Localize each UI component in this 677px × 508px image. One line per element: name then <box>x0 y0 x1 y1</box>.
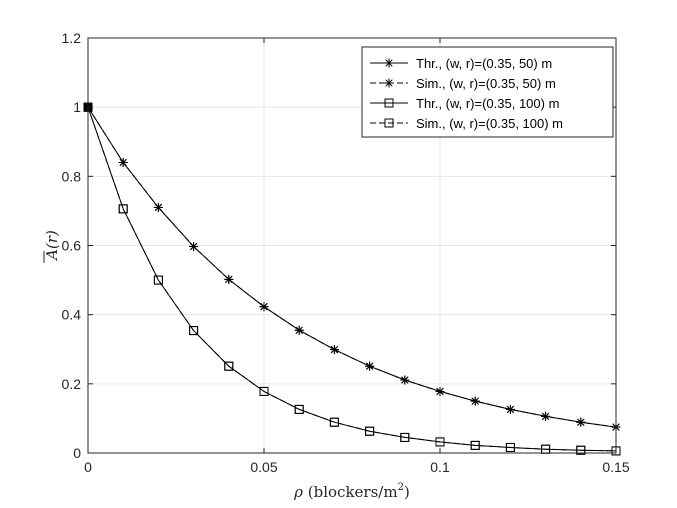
y-tick-label: 1 <box>73 99 81 115</box>
legend-label: Thr., (w, r)=(0.35, 100) m <box>416 96 559 111</box>
data-point <box>365 426 375 436</box>
data-point <box>365 362 374 370</box>
series-lines <box>87 106 617 452</box>
x-tick-label: 0 <box>84 459 92 475</box>
data-point <box>154 203 163 212</box>
y-tick-label: 0.6 <box>62 238 82 254</box>
data-point <box>224 361 234 371</box>
legend-label: Sim., (w, r)=(0.35, 100) m <box>416 116 563 131</box>
data-point <box>400 432 410 442</box>
x-tick-label: 0.1 <box>430 459 450 475</box>
series-line-2 <box>87 106 617 428</box>
y-tick-label: 0.2 <box>62 376 82 392</box>
y-tick-label: 0.4 <box>62 307 82 323</box>
y-axis-label: A(r) <box>43 230 61 263</box>
x-ticks: 0 0.05 0.1 0.15 <box>84 38 630 475</box>
data-point <box>577 418 585 426</box>
x-tick-label: 0.05 <box>250 459 277 475</box>
legend-box <box>361 46 614 138</box>
y-tick-label: 1.2 <box>62 30 82 46</box>
legend-marker <box>384 118 394 128</box>
data-point <box>189 242 198 251</box>
series-line-4 <box>87 107 617 452</box>
data-point <box>401 376 409 384</box>
svg-text:A(r): A(r) <box>43 230 61 262</box>
data-point <box>330 345 339 354</box>
legend: Thr., (w, r)=(0.35, 50) m Sim., (w, r)=(0… <box>361 46 614 138</box>
y-ticks: 0 0.2 0.4 0.6 0.8 1 1.2 <box>62 30 616 461</box>
data-point <box>189 326 199 336</box>
data-point <box>436 387 444 396</box>
data-point <box>506 405 515 414</box>
data-point <box>471 397 479 405</box>
data-point <box>259 386 269 396</box>
data-point <box>294 404 304 414</box>
legend-label: Thr., (w, r)=(0.35, 50) m <box>416 56 552 71</box>
x-axis-label: ρ (blockers/m2) <box>293 482 410 501</box>
legend-marker <box>385 79 393 87</box>
data-point <box>541 412 550 420</box>
x-tick-label: 0.15 <box>602 459 629 475</box>
legend-marker <box>384 98 394 108</box>
data-point <box>153 275 163 285</box>
data-point <box>505 442 515 452</box>
data-point <box>576 445 586 455</box>
data-point <box>435 437 445 447</box>
data-point <box>119 158 127 167</box>
legend-marker <box>385 59 393 67</box>
data-point <box>329 417 339 427</box>
legend-label: Sim., (w, r)=(0.35, 50) m <box>416 76 556 91</box>
y-tick-label: 0 <box>73 445 81 461</box>
y-tick-label: 0.8 <box>62 168 82 184</box>
data-point <box>295 326 303 334</box>
data-point <box>260 303 268 311</box>
data-point <box>225 275 233 284</box>
data-point <box>470 440 480 450</box>
data-point <box>118 204 128 214</box>
